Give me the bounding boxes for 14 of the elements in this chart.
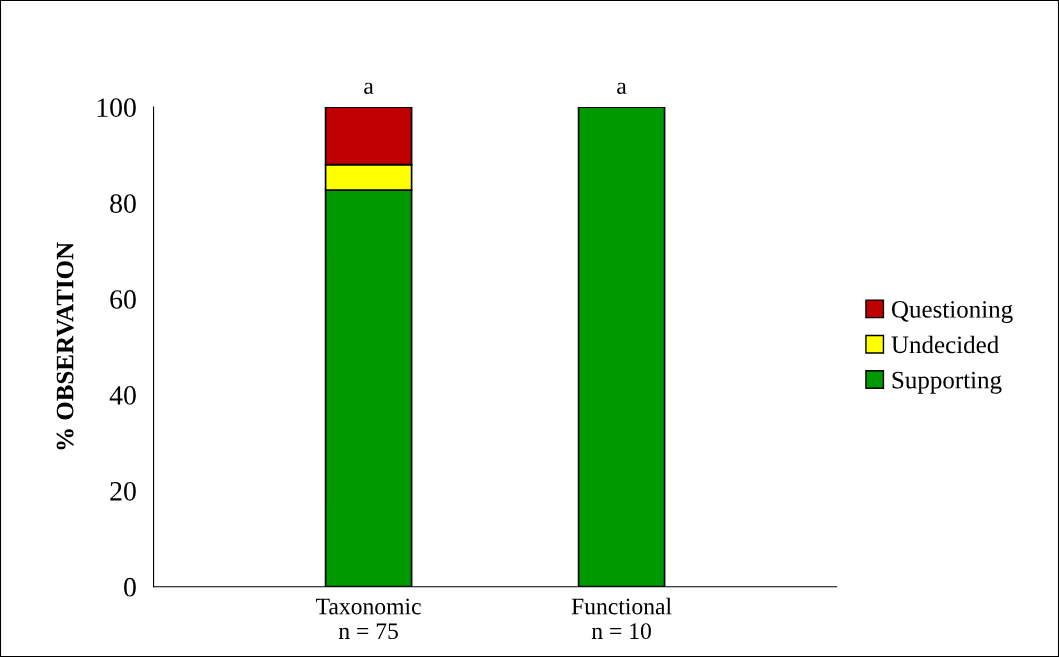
annotation: a [364,82,374,94]
legend-label: Questioning [891,301,1013,323]
y-tick-label: 20 [110,481,136,501]
y-tick-label: 0 [124,577,136,597]
x-tick-label: Functional n = 10 [571,597,672,640]
annotation: a [617,82,627,94]
y-tick-label: 40 [109,386,136,405]
y-tick-label: 60 [110,290,136,309]
y-tick-label: 80 [110,194,136,213]
y-axis-title: % OBSERVATION [56,242,74,450]
legend-label: Supporting [892,371,1002,394]
legend-label: Undecided [891,335,999,354]
x-tick-label: Taxonomic n = 75 [316,598,421,640]
y-tick-label: 100 [97,98,136,117]
